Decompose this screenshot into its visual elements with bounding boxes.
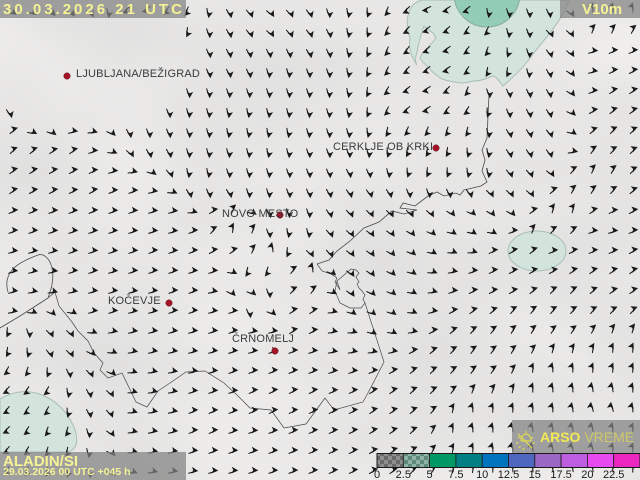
svg-text:10: 10 [476,469,488,480]
svg-text:15: 15 [529,469,541,480]
svg-text:20: 20 [581,469,593,480]
svg-text:12.5: 12.5 [498,469,519,480]
svg-text:5: 5 [427,469,433,480]
svg-text:17.5: 17.5 [550,469,571,480]
svg-text:2.5: 2.5 [396,469,411,480]
svg-text:0: 0 [374,469,380,480]
svg-text:22.5: 22.5 [603,469,624,480]
svg-text:7.5: 7.5 [448,469,463,480]
